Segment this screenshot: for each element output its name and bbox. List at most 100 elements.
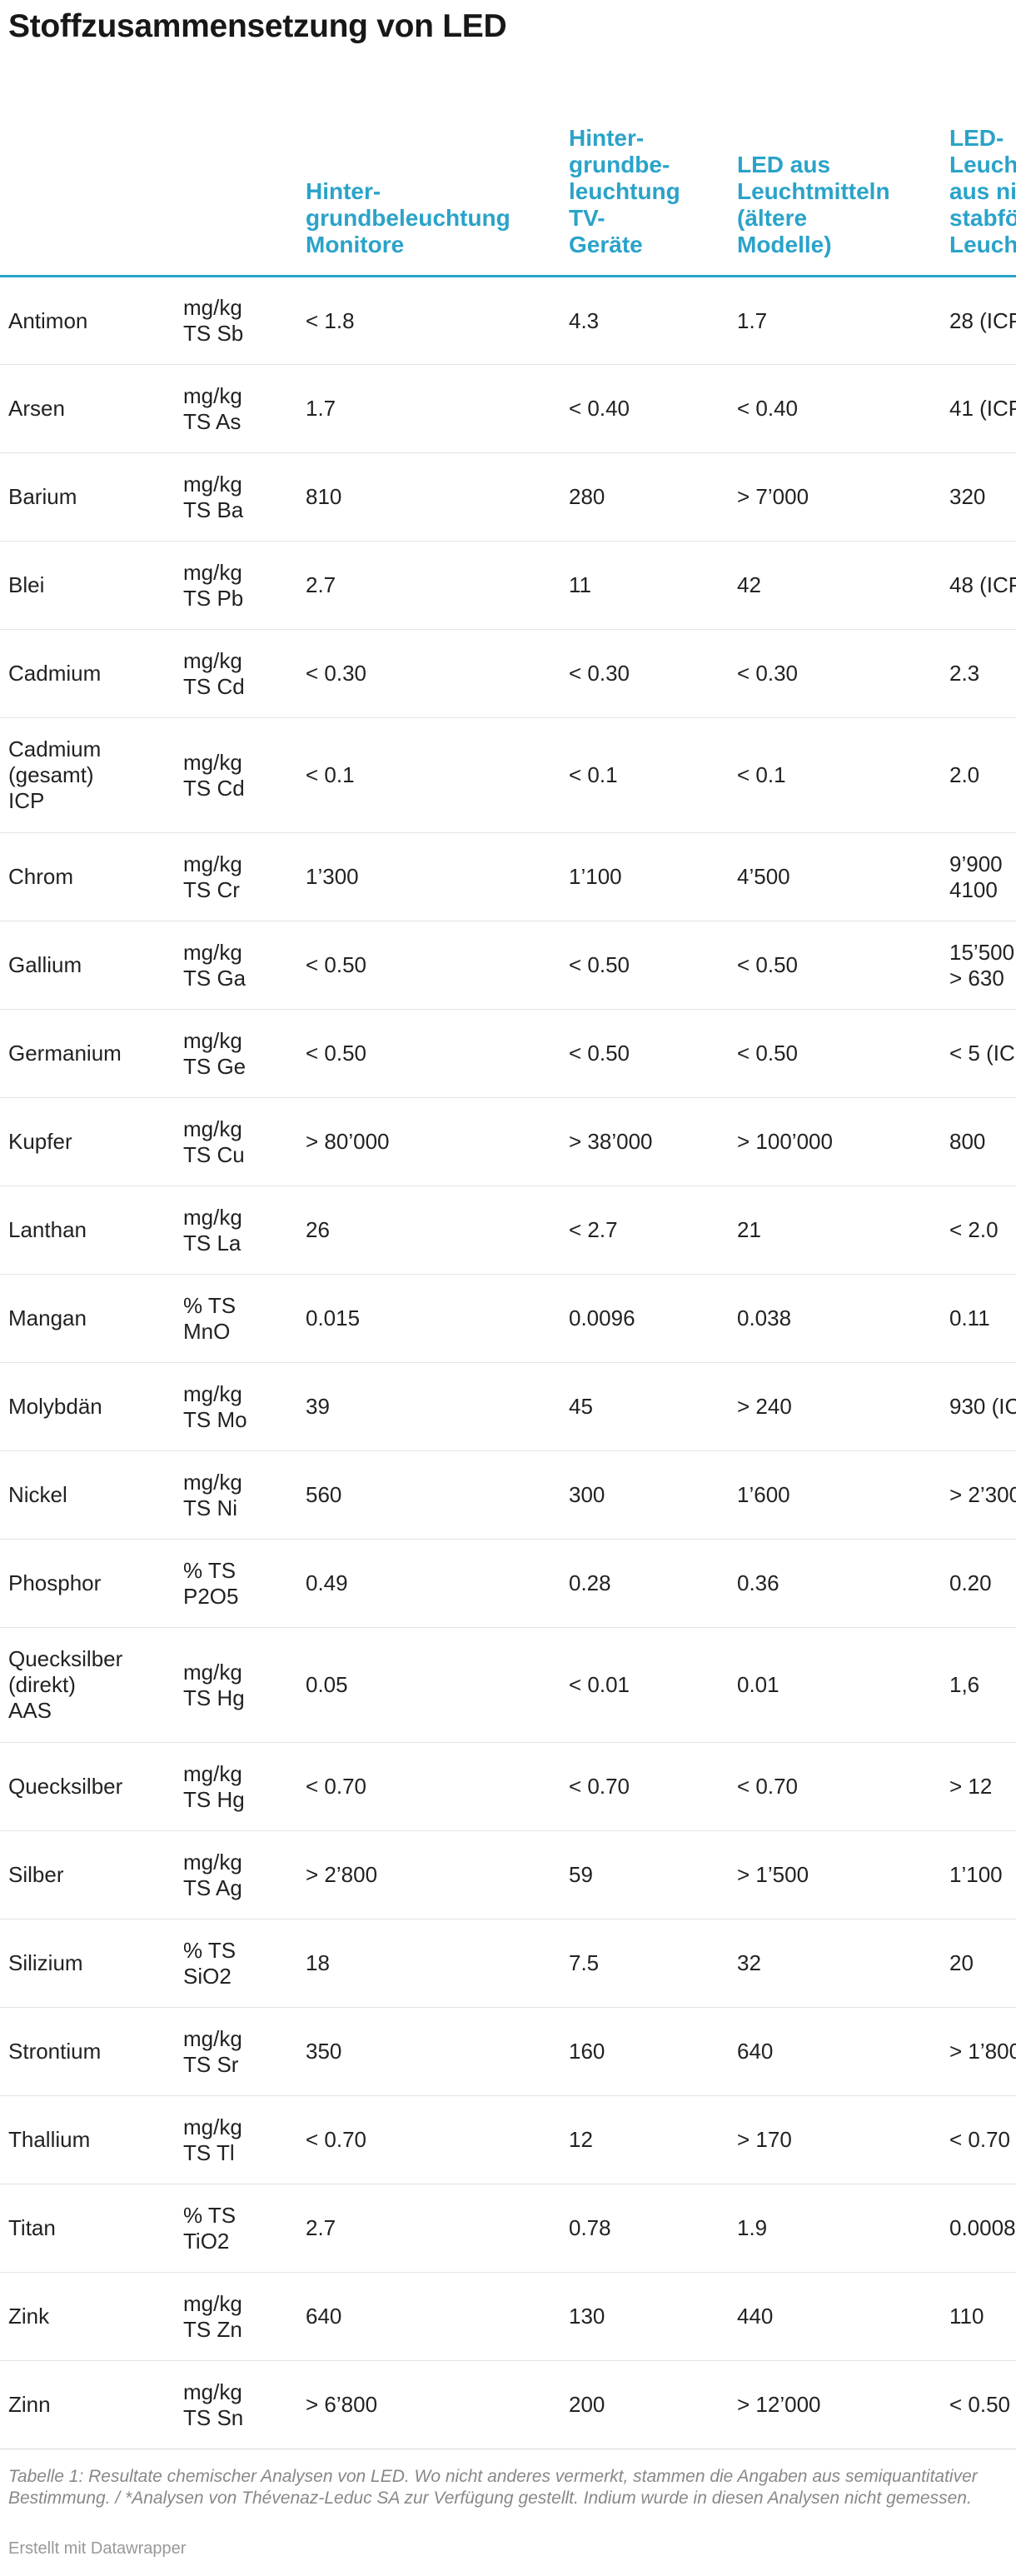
value-cell: < 0.50 — [297, 921, 560, 1010]
value-cell: 0.0008 — [941, 2184, 1016, 2273]
unit-cell: mg/kg TS Cr — [175, 832, 297, 921]
unit-cell: mg/kg TS Ni — [175, 1450, 297, 1540]
value-cell: 18 — [297, 1919, 560, 2008]
value-cell: < 0.30 — [297, 629, 560, 718]
value-cell: 0.11 — [941, 1274, 1016, 1363]
value-cell: > 38’000 — [560, 1097, 729, 1186]
value-cell: > 1’800 — [941, 2007, 1016, 2096]
value-cell: < 0.40 — [560, 364, 729, 453]
unit-cell: mg/kg TS Pb — [175, 541, 297, 630]
element-name-cell: Phosphor — [0, 1539, 175, 1628]
value-cell: 45 — [560, 1362, 729, 1451]
value-cell: > 240 — [729, 1362, 941, 1451]
value-cell: 39 — [297, 1362, 560, 1451]
unit-cell: mg/kg TS Sn — [175, 2360, 297, 2449]
value-cell: 2.3 — [941, 629, 1016, 718]
element-name-cell: Gallium — [0, 921, 175, 1010]
table-row: Kupfer mg/kg TS Cu > 80’000 > 38’000 > 100’00… — [0, 1097, 1016, 1186]
value-cell: < 0.30 — [560, 629, 729, 718]
value-cell: 28 (ICP) — [941, 276, 1016, 365]
column-header-4: LED aus Leuchtmitteln (ältere Modelle) — [729, 80, 941, 277]
value-cell: 21 — [729, 1186, 941, 1275]
table-row: Strontium mg/kg TS Sr 350 160 640 > 1’800 — [0, 2007, 1016, 2096]
value-cell: 440 — [729, 2272, 941, 2361]
value-cell: 26 — [297, 1186, 560, 1275]
table-container: Hinter-grundbeleuchtung Monitore Hinter-gr… — [0, 80, 1016, 2449]
value-cell: < 0.50 — [560, 921, 729, 1010]
element-name-cell: Germanium — [0, 1009, 175, 1098]
value-cell: < 0.70 — [297, 2095, 560, 2184]
value-cell: < 0.50 — [729, 921, 941, 1010]
value-cell: 48 (ICP) — [941, 541, 1016, 630]
value-cell: 7.5 — [560, 1919, 729, 2008]
table-row: Silizium% TS SiO2 18 7.5 32 20 — [0, 1919, 1016, 2008]
unit-cell: % TS SiO2 — [175, 1919, 297, 2008]
value-cell: 350 — [297, 2007, 560, 2096]
value-cell: > 12 — [941, 1742, 1016, 1831]
element-name-cell: Thallium — [0, 2095, 175, 2184]
column-header-3: Hinter-grundbe-leuchtung TV- Geräte — [560, 80, 729, 277]
value-cell: 20 — [941, 1919, 1016, 2008]
value-cell: < 0.50 — [941, 2360, 1016, 2449]
unit-cell: mg/kg TS Cd — [175, 629, 297, 718]
value-cell: 1.7 — [297, 364, 560, 453]
value-cell: > 7’000 — [729, 452, 941, 542]
unit-cell: mg/kg TS Ga — [175, 921, 297, 1010]
unit-cell: mg/kg TS Sb — [175, 276, 297, 365]
table-row: Cadmium (gesamt) ICP mg/kg TS Cd < 0.1 < 0.1 < … — [0, 717, 1016, 833]
unit-cell: % TS TiO2 — [175, 2184, 297, 2273]
value-cell: < 1.8 — [297, 276, 560, 365]
element-name-cell: Arsen — [0, 364, 175, 453]
unit-cell: mg/kg TS Cu — [175, 1097, 297, 1186]
value-cell: 1’100 — [560, 832, 729, 921]
value-cell: < 5 (ICP) — [941, 1009, 1016, 1098]
element-name-cell: Silber — [0, 1830, 175, 1920]
unit-cell: % TS P2O5 — [175, 1539, 297, 1628]
value-cell: 9’900 4100 — [941, 832, 1016, 921]
unit-cell: % TS MnO — [175, 1274, 297, 1363]
element-name-cell: Cadmium (gesamt) ICP — [0, 717, 175, 833]
value-cell: 15’500 > 630 — [941, 921, 1016, 1010]
element-name-cell: Zinn — [0, 2360, 175, 2449]
element-name-cell: Mangan — [0, 1274, 175, 1363]
value-cell: > 1’500 — [729, 1830, 941, 1920]
unit-cell: mg/kg TS Mo — [175, 1362, 297, 1451]
value-cell: 59 — [560, 1830, 729, 1920]
unit-cell: mg/kg TS Ag — [175, 1830, 297, 1920]
element-name-cell: Nickel — [0, 1450, 175, 1540]
value-cell: 2.7 — [297, 541, 560, 630]
value-cell: < 0.70 — [941, 2095, 1016, 2184]
value-cell: 320 — [941, 452, 1016, 542]
value-cell: < 0.40 — [729, 364, 941, 453]
column-header-5: LED-Leuchtmittelnaus nicht-stabförmigenL… — [941, 80, 1016, 277]
element-name-cell: Kupfer — [0, 1097, 175, 1186]
value-cell: 0.038 — [729, 1274, 941, 1363]
column-header-0 — [0, 80, 175, 277]
value-cell: 1,6 — [941, 1627, 1016, 1743]
table-row: Thallium mg/kg TS Tl < 0.70 12 > 170 < 0.70 — [0, 2095, 1016, 2184]
value-cell: 4.3 — [560, 276, 729, 365]
unit-cell: mg/kg TS Sr — [175, 2007, 297, 2096]
element-name-cell: Barium — [0, 452, 175, 542]
value-cell: < 0.50 — [560, 1009, 729, 1098]
table-row: Germanium mg/kg TS Ge < 0.50 < 0.50 < 0.50 < 5… — [0, 1009, 1016, 1098]
value-cell: 280 — [560, 452, 729, 542]
value-cell: 800 — [941, 1097, 1016, 1186]
value-cell: > 6’800 — [297, 2360, 560, 2449]
value-cell: 32 — [729, 1919, 941, 2008]
table-row: Silber mg/kg TS Ag > 2’800 59 > 1’500 1’100 — [0, 1830, 1016, 1920]
value-cell: < 0.1 — [560, 717, 729, 833]
chart-title: Stoffzusammensetzung von LED — [8, 8, 507, 44]
value-cell: < 0.1 — [297, 717, 560, 833]
value-cell: < 2.7 — [560, 1186, 729, 1275]
value-cell: 0.01 — [729, 1627, 941, 1743]
column-header-1 — [175, 80, 297, 277]
value-cell: 4’500 — [729, 832, 941, 921]
value-cell: < 0.50 — [729, 1009, 941, 1098]
value-cell: 0.0096 — [560, 1274, 729, 1363]
unit-cell: mg/kg TS Hg — [175, 1627, 297, 1743]
element-name-cell: Chrom — [0, 832, 175, 921]
